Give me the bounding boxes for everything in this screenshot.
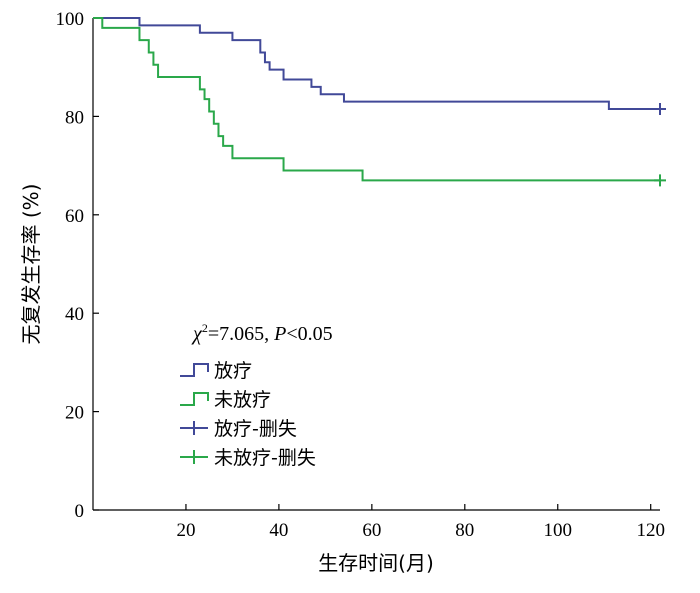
legend-swatch-step	[180, 392, 209, 406]
y-tick-label: 20	[65, 403, 84, 424]
legend-label: 未放疗	[214, 389, 271, 411]
svg-text:χ2=7.065, P<0.05: χ2=7.065, P<0.05	[191, 321, 333, 345]
p-symbol: P	[273, 323, 286, 345]
legend-swatch-censor	[180, 450, 208, 464]
x-tick-label: 20	[176, 520, 195, 541]
y-tick-label: 60	[65, 206, 84, 227]
x-tick-label: 40	[269, 520, 288, 541]
x-tick-label: 60	[362, 520, 381, 541]
series-layer	[93, 17, 666, 187]
p-value: <0.05	[286, 323, 332, 345]
series-line-1	[93, 17, 660, 182]
y-tick-label: 80	[65, 107, 84, 128]
legend-swatch-censor	[180, 421, 208, 435]
legend-label: 放疗	[214, 360, 252, 382]
chi-symbol: χ	[191, 323, 203, 345]
y-tick-label: 100	[56, 9, 85, 30]
x-tick-label: 120	[636, 520, 665, 541]
x-tick-label: 80	[455, 520, 474, 541]
chi-value: =7.065,	[208, 323, 274, 345]
axes	[92, 18, 660, 511]
series-line-0	[93, 17, 660, 111]
chi-superscript: 2	[202, 321, 208, 335]
y-axis-title: 无复发生存率 (%)	[19, 184, 43, 345]
stats-annotation: χ2=7.065, P<0.05	[191, 321, 333, 345]
censor-mark-1	[654, 174, 666, 187]
y-tick-label: 40	[65, 304, 84, 325]
legend-label: 未放疗-删失	[214, 447, 316, 469]
x-ticks: 20 40 60 80 100 120	[176, 504, 665, 541]
legend-label: 放疗-删失	[214, 418, 297, 440]
censor-mark-0	[654, 103, 666, 116]
x-tick-label: 100	[544, 520, 573, 541]
y-ticks: 0 20 40 60 80 100	[56, 9, 99, 522]
legend-swatch-step	[180, 363, 209, 377]
x-axis-title: 生存时间(月)	[318, 551, 434, 575]
y-tick-label: 0	[75, 501, 85, 522]
